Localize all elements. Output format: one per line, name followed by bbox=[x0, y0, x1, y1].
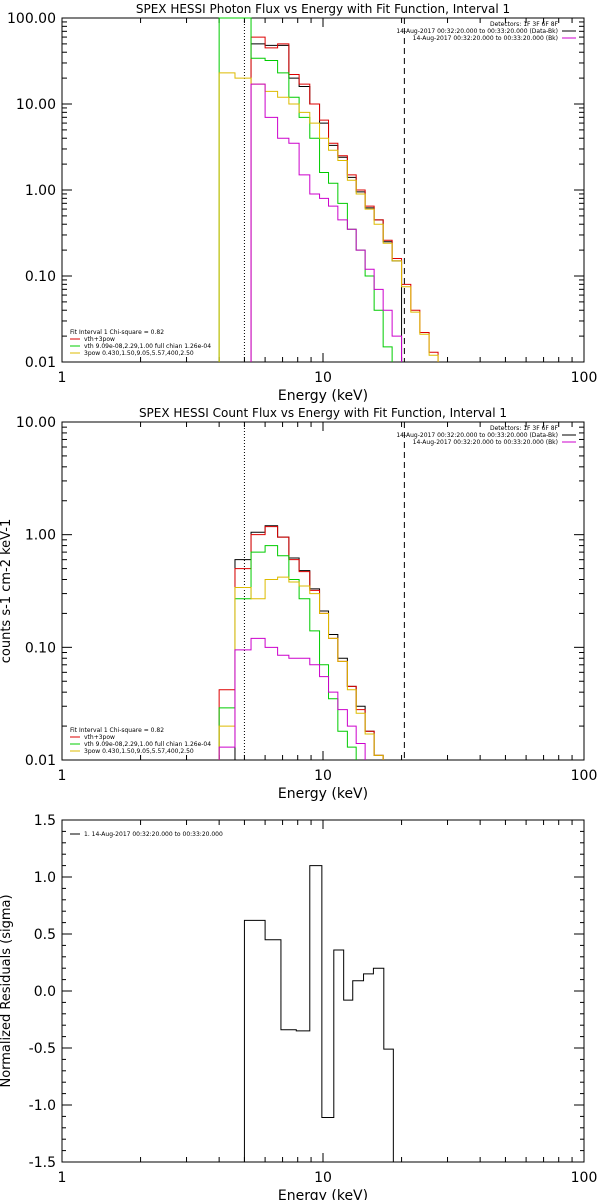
count-x-axis-label: Energy (keV) bbox=[278, 786, 368, 802]
count-chart: SPEX HESSI Count Flux vs Energy with Fit… bbox=[0, 406, 597, 802]
photon-series-1-line bbox=[250, 36, 439, 362]
photon-legend-bl-3: 3pow 0.430,1.50,9.05,5.57,400,2.50 bbox=[84, 350, 194, 357]
resid-y-axis-label: Normalized Residuals (sigma) bbox=[0, 894, 14, 1087]
count-y-tick-label: 10.00 bbox=[16, 415, 56, 431]
resid-y-tick-label: -0.5 bbox=[29, 1041, 56, 1057]
resid-frame bbox=[61, 819, 585, 1163]
photon-series-4-line bbox=[250, 83, 403, 362]
photon-chart: SPEX HESSI Photon Flux vs Energy with Fi… bbox=[7, 2, 597, 404]
photon-legend-bl-0: Fit Interval 1 Chi-square = 0.82 bbox=[70, 329, 164, 336]
count-series-1-line bbox=[218, 526, 384, 760]
photon-x-tick-label: 10 bbox=[314, 370, 332, 386]
count-title: SPEX HESSI Count Flux vs Energy with Fit… bbox=[139, 406, 507, 420]
photon-legend-tr-2: 14-Aug-2017 00:32:20.000 to 00:33:20.000… bbox=[413, 35, 558, 42]
count-y-tick-label: 0.10 bbox=[25, 640, 56, 656]
count-series-4-line bbox=[218, 637, 366, 760]
photon-x-tick-label: 1 bbox=[58, 370, 67, 386]
resid-legend-tl-0: 1. 14-Aug-2017 00:32:20.000 to 00:33:20.… bbox=[84, 831, 223, 838]
count-y-tick-label: 1.00 bbox=[25, 528, 56, 544]
count-legend-bl-1: vth+3pow bbox=[84, 734, 115, 741]
photon-y-tick-label: 1.00 bbox=[25, 183, 56, 199]
photon-y-tick-label: 0.10 bbox=[25, 269, 56, 285]
photon-frame bbox=[61, 17, 585, 363]
photon-legend-bl-1: vth+3pow bbox=[84, 336, 115, 343]
count-series-0-line bbox=[234, 525, 384, 760]
count-frame bbox=[61, 421, 585, 761]
photon-x-tick-label: 100 bbox=[571, 370, 598, 386]
photon-legend-tr-0: Detectors: 1F 3F 6F 8F bbox=[490, 21, 559, 28]
resid-y-tick-label: 1.0 bbox=[34, 870, 56, 886]
count-legend-bl-2: vth 9.09e-08,2.29,1.00 full chian 1.26e-… bbox=[84, 741, 211, 748]
count-x-tick-label: 100 bbox=[571, 768, 598, 784]
resid-y-tick-label: -1.5 bbox=[29, 1155, 56, 1171]
count-series-2-line bbox=[218, 545, 357, 760]
count-legend-tr-0: Detectors: 1F 3F 6F 8F bbox=[490, 425, 559, 432]
count-legend-tr-1: 14-Aug-2017 00:32:20.000 to 00:33:20.000… bbox=[396, 432, 558, 439]
resid-y-tick-label: 1.5 bbox=[34, 813, 56, 829]
photon-title: SPEX HESSI Photon Flux vs Energy with Fi… bbox=[136, 2, 510, 16]
resid-x-tick-label: 10 bbox=[314, 1170, 332, 1186]
photon-legend-bl-2: vth 9.09e-08,2.29,1.00 full chian 1.26e-… bbox=[84, 343, 211, 350]
resid-chart: 1 10 100 Energy (keV) -1.5 -1.0 -0.5 0.0 0.5 1.0 1… bbox=[0, 813, 598, 1204]
resid-y-tick-label: 0.0 bbox=[34, 984, 56, 1000]
count-legend-bl-0: Fit Interval 1 Chi-square = 0.82 bbox=[70, 727, 164, 734]
photon-y-tick-label: 10.00 bbox=[16, 97, 56, 113]
photon-legend-tr-1: 14-Aug-2017 00:32:20.000 to 00:33:20.000… bbox=[396, 28, 558, 35]
resid-x-axis-label: Energy (keV) bbox=[278, 1188, 368, 1200]
count-y-tick-label: 0.01 bbox=[25, 753, 56, 769]
photon-x-axis-label: Energy (keV) bbox=[278, 388, 368, 404]
resid-x-tick-label: 1 bbox=[58, 1170, 67, 1186]
count-x-tick-label: 1 bbox=[58, 768, 67, 784]
resid-series-0-line bbox=[243, 865, 403, 1163]
count-y-axis-label: counts s-1 cm-2 keV-1 bbox=[0, 519, 14, 664]
count-legend-tr-2: 14-Aug-2017 00:32:20.000 to 00:33:20.000… bbox=[413, 439, 558, 446]
photon-y-tick-label: 0.01 bbox=[25, 355, 56, 371]
resid-y-tick-label: -1.0 bbox=[29, 1098, 56, 1114]
photon-y-tick-label: 100.00 bbox=[7, 11, 56, 27]
count-legend-bl-3: 3pow 0.430,1.50,9.05,5.57,400,2.50 bbox=[84, 748, 194, 755]
photon-series-2-line bbox=[218, 17, 393, 362]
resid-y-tick-label: 0.5 bbox=[34, 927, 56, 943]
count-x-tick-label: 10 bbox=[314, 768, 332, 784]
resid-x-tick-label: 100 bbox=[571, 1170, 598, 1186]
count-series-3-line bbox=[218, 576, 384, 760]
photon-series-3-line bbox=[218, 72, 439, 362]
